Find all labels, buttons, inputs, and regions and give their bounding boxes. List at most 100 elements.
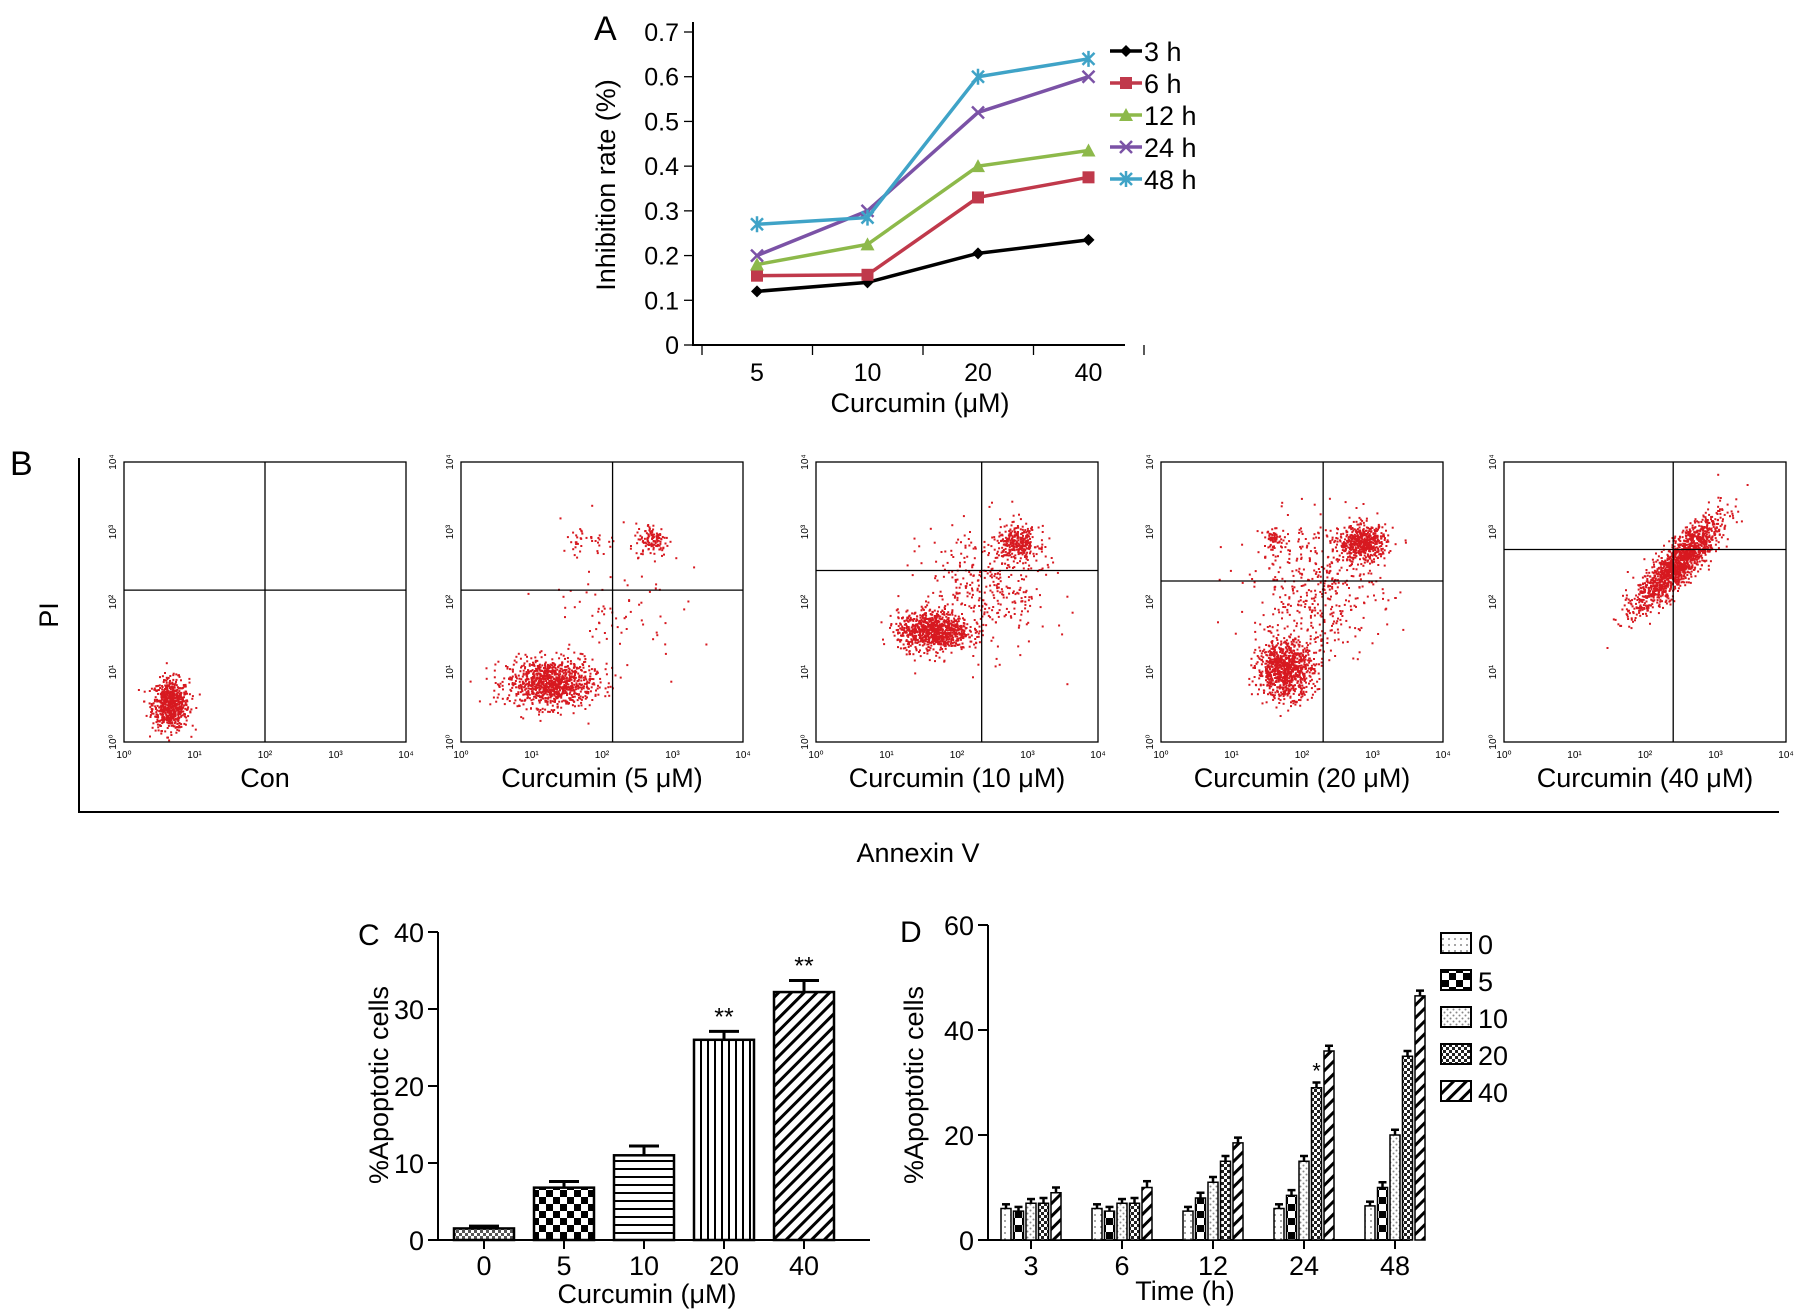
b-point: [955, 632, 958, 635]
b-point: [1359, 558, 1361, 561]
b-point: [561, 662, 564, 665]
b-point: [958, 564, 961, 567]
b-point: [1021, 549, 1024, 552]
b-point: [1035, 588, 1038, 591]
b-point: [661, 549, 664, 552]
b-point: [1258, 671, 1261, 674]
b-point: [575, 683, 578, 686]
b-point: [180, 701, 183, 704]
b-point: [969, 630, 972, 633]
b-point: [936, 635, 939, 638]
b-point: [919, 616, 922, 619]
a-marker-x: [1119, 140, 1133, 154]
b-point: [494, 663, 497, 666]
b-point: [905, 631, 908, 634]
b-point: [1004, 550, 1007, 553]
b-point: [1282, 686, 1285, 689]
b-point: [1006, 552, 1009, 555]
b-point: [943, 568, 946, 571]
b-point: [921, 640, 924, 643]
b-point: [155, 685, 158, 688]
b-point: [1285, 639, 1288, 642]
a-marker-square: [1120, 77, 1132, 89]
b-point: [165, 719, 168, 722]
b-point: [1272, 698, 1275, 701]
b-point: [579, 683, 581, 686]
b-point: [137, 689, 140, 691]
b-point: [592, 678, 595, 681]
b-point: [1283, 654, 1286, 657]
b-point: [598, 544, 601, 547]
b-point: [160, 701, 163, 704]
b-point: [1355, 532, 1358, 535]
b-point: [950, 627, 953, 629]
b-point: [954, 614, 957, 617]
b-point: [1271, 677, 1274, 680]
b-point: [648, 541, 651, 544]
b-point: [1303, 693, 1306, 696]
b-point: [609, 685, 612, 688]
b-point: [1007, 576, 1010, 578]
b-point: [913, 537, 916, 540]
b-point: [161, 675, 164, 678]
b-point: [1298, 641, 1301, 644]
b-point: [1359, 553, 1362, 556]
b-point: [571, 698, 574, 701]
b-point: [997, 602, 1000, 605]
b-point: [531, 703, 534, 705]
a-legend-item: 6 h: [1110, 69, 1182, 99]
b-point: [161, 718, 164, 721]
b-point: [1296, 680, 1299, 683]
b-point: [1028, 596, 1031, 599]
b-point: [972, 606, 975, 609]
b-point: [580, 674, 583, 677]
b-point: [1013, 527, 1016, 530]
b-point: [946, 641, 949, 644]
b-point: [1277, 654, 1279, 657]
b-point: [655, 631, 658, 634]
b-point: [937, 614, 940, 617]
b-point: [970, 541, 973, 544]
b-point: [1355, 540, 1358, 543]
b-point: [978, 625, 981, 628]
b-point: [1250, 657, 1253, 660]
b-point: [906, 616, 909, 619]
b-point: [943, 606, 946, 609]
b-point: [907, 635, 910, 638]
b-point: [597, 607, 600, 610]
b-point: [1285, 658, 1288, 660]
b-point: [547, 685, 550, 688]
b-point: [572, 712, 575, 715]
b-point: [1270, 679, 1273, 682]
b-point: [1295, 661, 1298, 663]
b-point: [1282, 702, 1285, 705]
b-point: [1354, 538, 1357, 541]
b-point: [539, 684, 542, 687]
b-point: [1279, 694, 1282, 697]
b-point: [915, 634, 918, 637]
b-point: [1299, 691, 1302, 693]
b-point: [177, 720, 180, 723]
b-point: [536, 676, 539, 679]
b-point: [1272, 668, 1275, 671]
b-point: [958, 617, 961, 620]
b-point: [1254, 638, 1257, 641]
b-point: [901, 625, 904, 628]
b-point: [532, 698, 535, 701]
b-point: [1019, 536, 1022, 539]
b-point: [1271, 694, 1274, 697]
b-point: [935, 651, 938, 654]
b-point: [1382, 552, 1385, 555]
b-point: [1359, 518, 1362, 521]
b-point: [170, 713, 173, 716]
b-point: [566, 660, 569, 663]
b-point: [1286, 676, 1288, 679]
b-point: [1019, 545, 1022, 548]
b-point: [1309, 667, 1312, 670]
b-point: [573, 554, 576, 557]
b-point: [900, 634, 902, 637]
b-point: [936, 640, 939, 643]
b-point: [171, 700, 174, 703]
b-point: [880, 621, 883, 624]
b-point: [553, 691, 556, 694]
